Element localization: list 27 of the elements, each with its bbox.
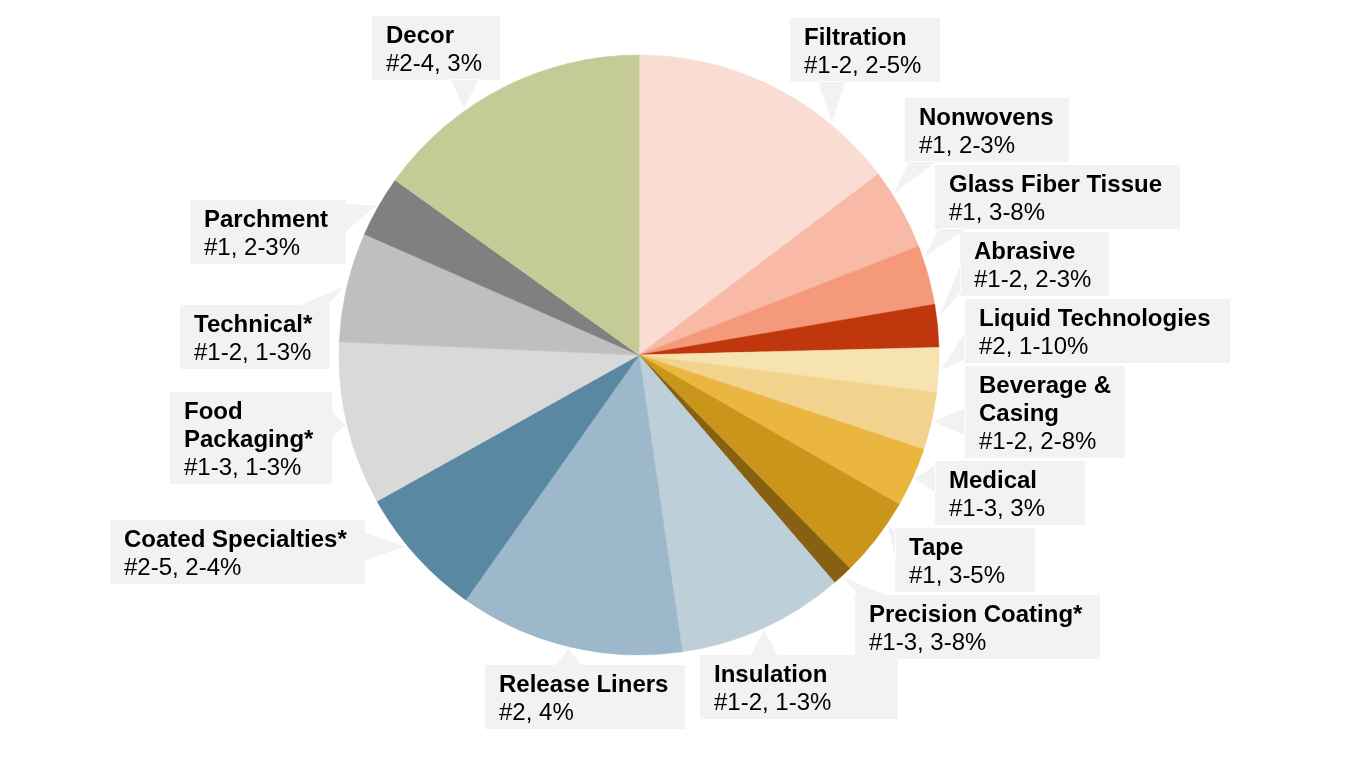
- slice-label: Tape #1, 3-5%: [909, 533, 1006, 588]
- pie-slice: [364, 179, 640, 356]
- slice-label: Release Liners #2, 4%: [499, 670, 669, 725]
- slice-label: Filtration #1-2, 2-5%: [804, 23, 922, 78]
- pie-slice: [638, 173, 919, 356]
- pie-slice: [338, 341, 640, 502]
- slice-label: Decor #2-4, 3%: [386, 21, 483, 76]
- slice-label: Glass Fiber Tissue #1, 3-8%: [949, 170, 1162, 225]
- slice-label: Food Packaging* #1-3, 1-3%: [184, 397, 315, 480]
- slice-label: Nonwovens #1, 2-3%: [919, 103, 1054, 158]
- slice-label: Liquid Technologies #2, 1-10%: [979, 304, 1211, 359]
- pie-slice: [638, 354, 925, 505]
- pie-slice: [638, 354, 900, 569]
- slice-label: Parchment #1, 2-3%: [204, 205, 329, 260]
- slice-label: Coated Specialties* #2-5, 2-4%: [124, 525, 348, 580]
- slice-label: Insulation #1-2, 1-3%: [714, 660, 832, 715]
- slice-label: Technical* #1-2, 1-3%: [194, 310, 313, 365]
- pie-slice: [638, 246, 935, 356]
- slice-label: Medical #1-3, 3%: [949, 466, 1046, 521]
- pie-slice: [465, 354, 683, 656]
- pie-slice: [376, 354, 640, 601]
- pie-slice: [338, 233, 640, 356]
- slice-label: Beverage & Casing #1-2, 2-8%: [979, 371, 1112, 454]
- pie-slice: [638, 347, 940, 393]
- slice-label: Precision Coating* #1-3, 3-8%: [869, 600, 1084, 655]
- slice-label: Abrasive #1-2, 2-3%: [974, 237, 1092, 292]
- pie-slice: [638, 354, 835, 653]
